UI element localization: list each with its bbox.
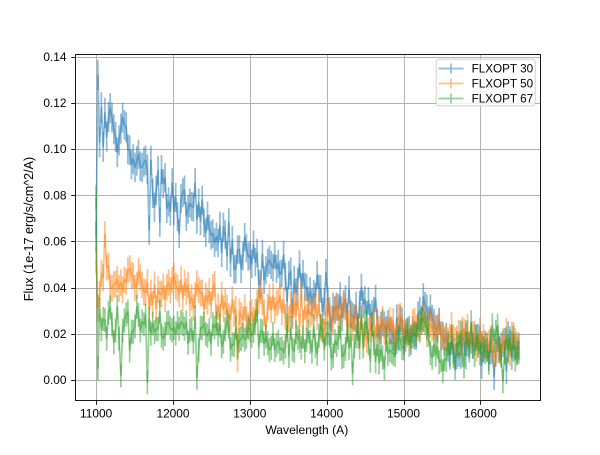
svg-text:0.02: 0.02 bbox=[43, 327, 67, 341]
svg-text:FLXOPT 50: FLXOPT 50 bbox=[472, 78, 534, 91]
svg-text:0.12: 0.12 bbox=[43, 96, 67, 110]
svg-text:14000: 14000 bbox=[310, 406, 343, 420]
svg-text:Flux (1e-17 erg/s/cm^2/A): Flux (1e-17 erg/s/cm^2/A) bbox=[22, 157, 36, 301]
svg-text:FLXOPT 30: FLXOPT 30 bbox=[472, 63, 534, 76]
svg-text:0.00: 0.00 bbox=[43, 373, 67, 387]
svg-text:16000: 16000 bbox=[464, 406, 497, 420]
svg-text:0.10: 0.10 bbox=[43, 142, 67, 156]
svg-text:Wavelength (A): Wavelength (A) bbox=[265, 423, 348, 437]
svg-text:13000: 13000 bbox=[233, 406, 266, 420]
svg-text:0.14: 0.14 bbox=[43, 50, 67, 64]
svg-text:12000: 12000 bbox=[156, 406, 189, 420]
svg-text:0.04: 0.04 bbox=[43, 281, 67, 295]
svg-text:15000: 15000 bbox=[387, 406, 420, 420]
svg-text:0.08: 0.08 bbox=[43, 188, 67, 202]
svg-text:0.06: 0.06 bbox=[43, 235, 67, 249]
svg-text:11000: 11000 bbox=[80, 406, 113, 420]
svg-text:FLXOPT 67: FLXOPT 67 bbox=[472, 93, 533, 106]
